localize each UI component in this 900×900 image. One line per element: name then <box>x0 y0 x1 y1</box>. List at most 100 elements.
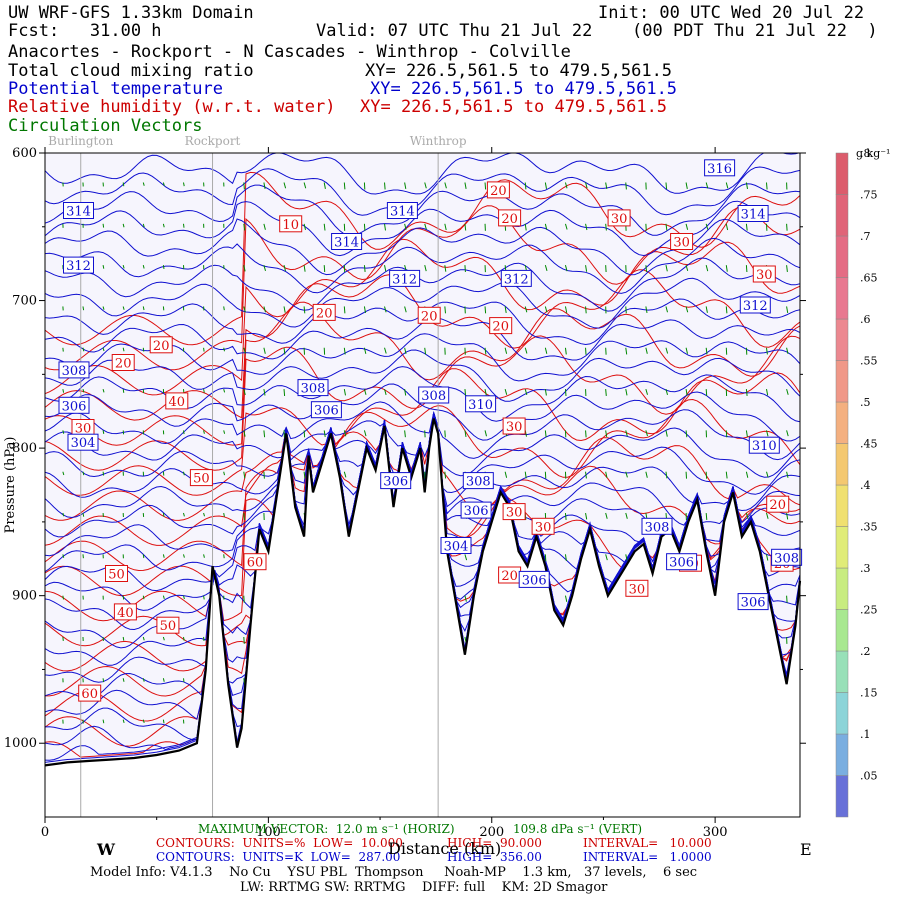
colorbar-segment <box>835 733 849 776</box>
vector-arrow <box>786 306 789 313</box>
vector-arrow <box>564 306 568 313</box>
contour-label: 20 <box>498 209 522 227</box>
colorbar-label: .55 <box>860 355 878 368</box>
vector-arrow <box>705 182 709 189</box>
vector-arrow <box>484 306 487 314</box>
vector-arrow <box>162 636 165 641</box>
vector-arrow <box>102 388 105 393</box>
colorbar-segment <box>835 567 849 610</box>
vector-arrow <box>625 347 628 355</box>
vector-arrow <box>504 388 508 395</box>
vector-arrow <box>745 182 748 189</box>
contour-label: 314 <box>63 202 94 220</box>
vector-arrow <box>102 223 105 228</box>
contour-label: 30 <box>502 417 526 435</box>
rh-contour-line <box>45 414 800 546</box>
contour-label: 20 <box>489 317 513 335</box>
vector-arrow <box>786 471 789 478</box>
vector-arrow <box>765 182 768 190</box>
svg-text:30: 30 <box>673 236 690 251</box>
contour-label: 308 <box>418 386 450 404</box>
contour-labels: 10 20 20 30 30 30 20 20 20 20 20 40 30 50 60 50 40 50 60 30… <box>58 159 803 702</box>
rh-contour-interval: INTERVAL= 10.000 <box>583 836 712 850</box>
vector-arrow <box>424 223 427 230</box>
contour-label: 306 <box>666 553 698 571</box>
vector-arrow <box>464 223 467 231</box>
colorbar-label: .15 <box>860 687 878 700</box>
vector-arrow <box>444 182 447 189</box>
vector-arrow <box>243 512 245 520</box>
contour-label: 40 <box>113 603 137 621</box>
svg-text:306: 306 <box>669 556 694 571</box>
vector-arrow <box>424 265 427 272</box>
svg-text:304: 304 <box>71 436 96 451</box>
vector-arrow <box>182 430 185 435</box>
vector-arrow <box>102 430 105 435</box>
vector-arrow <box>766 471 769 478</box>
vector-arrow <box>203 430 205 434</box>
vector-arrow <box>142 265 145 269</box>
theta-contour-info: CONTOURS: UNITS=K LOW= 287.00 <box>156 850 401 864</box>
forecast-hour: Fcst: 31.00 h <box>8 21 162 41</box>
vector-arrow <box>223 430 226 434</box>
vector-arrow <box>645 347 648 354</box>
vector-arrow <box>162 678 165 682</box>
svg-text:60: 60 <box>81 687 98 702</box>
vector-arrow <box>705 306 708 313</box>
vector-arrow <box>745 430 748 437</box>
vector-arrow <box>705 512 708 520</box>
vector-arrow <box>504 471 508 478</box>
vector-arrow <box>544 265 548 272</box>
theta-contour-line <box>45 183 800 237</box>
vector-arrow <box>404 430 406 438</box>
vector-arrow <box>363 265 366 272</box>
vector-arrow <box>223 388 226 393</box>
y-axis-label: Pressure (hPa) <box>3 437 18 534</box>
svg-text:20: 20 <box>501 212 518 227</box>
vector-arrow <box>62 430 65 434</box>
vector-arrow <box>62 595 64 600</box>
vector-arrow <box>585 430 587 438</box>
vector-arrow <box>162 595 165 600</box>
svg-text:308: 308 <box>466 475 491 490</box>
vector-arrow <box>62 471 65 476</box>
svg-text:20: 20 <box>421 309 438 324</box>
vector-arrow <box>725 265 728 272</box>
svg-text:316: 316 <box>707 162 732 177</box>
vector-arrow <box>725 306 728 314</box>
colorbar-label: .4 <box>860 479 871 492</box>
vector-arrow <box>766 430 769 437</box>
vector-arrow <box>766 388 769 396</box>
vector-arrow <box>62 388 65 393</box>
x-tick-label: 0 <box>41 825 49 840</box>
route-title: Anacortes - Rockport - N Cascades - Wint… <box>8 42 571 62</box>
vector-arrow <box>283 347 286 355</box>
theta-contour-line <box>45 277 800 329</box>
vector-arrow <box>605 223 607 231</box>
vector-arrow <box>303 265 306 272</box>
contour-label: 306 <box>310 401 342 419</box>
plot-frame <box>44 152 801 818</box>
vector-arrow <box>142 223 145 228</box>
colorbar-label: .2 <box>860 645 871 658</box>
contour-label: 20 <box>486 181 510 199</box>
contour-label: 50 <box>105 565 128 583</box>
svg-text:20: 20 <box>115 357 132 372</box>
vector-arrow <box>765 347 768 355</box>
vector-arrow <box>223 471 225 476</box>
vector-arrow <box>484 182 487 190</box>
vector-arrow <box>283 265 286 272</box>
vector-arrow <box>82 388 85 393</box>
contour-label: 312 <box>500 269 532 287</box>
vector-arrow <box>524 306 528 313</box>
colorbar-segment <box>835 194 849 237</box>
vector-arrow <box>102 678 105 683</box>
vector-arrow <box>183 182 185 187</box>
vector-arrow <box>183 471 185 476</box>
contour-label: 304 <box>440 537 472 555</box>
svg-text:40: 40 <box>169 395 186 410</box>
vector-arrow <box>464 554 468 561</box>
vector-arrow <box>665 347 669 354</box>
svg-text:306: 306 <box>464 504 489 519</box>
